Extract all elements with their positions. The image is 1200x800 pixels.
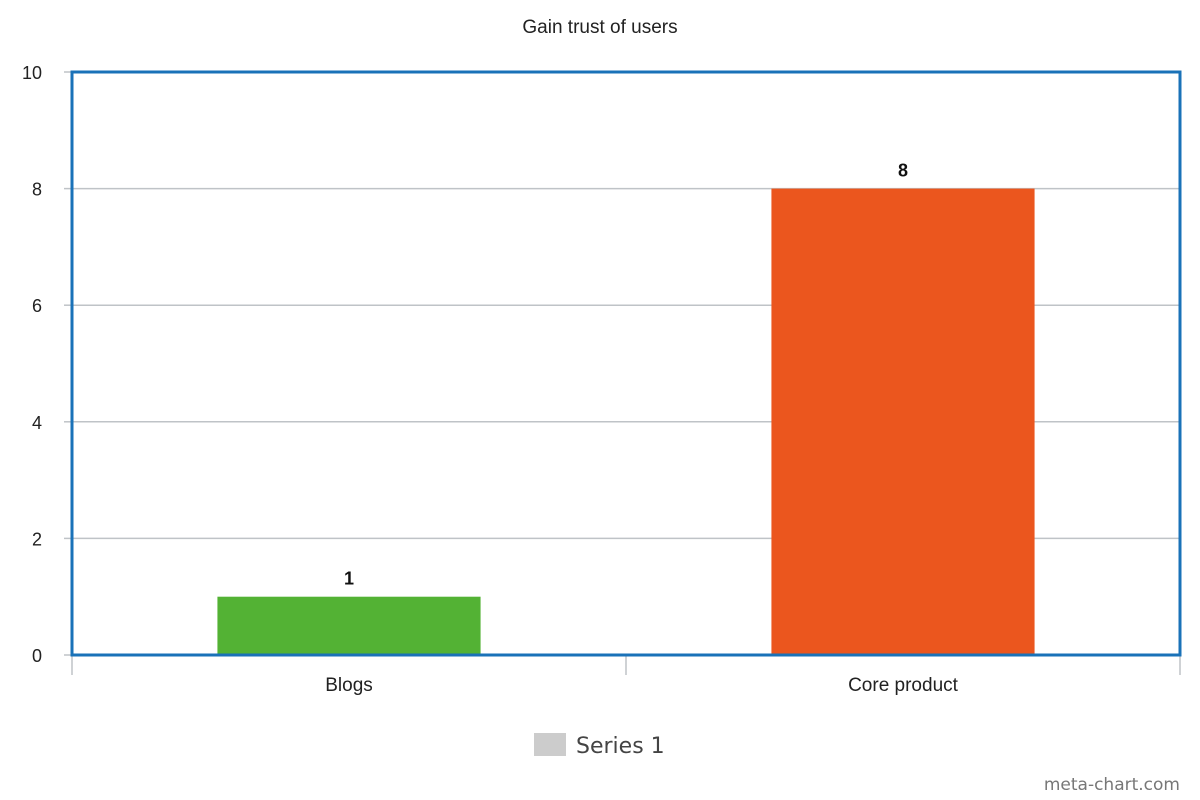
y-tick-label: 6 [32, 296, 42, 316]
y-tick-label: 10 [22, 63, 42, 83]
watermark: meta-chart.com [1044, 775, 1180, 795]
data-label: 8 [898, 161, 908, 181]
chart-title: Gain trust of users [522, 17, 677, 38]
plot-frame [70, 70, 1182, 657]
legend[interactable]: Series 1 [534, 733, 665, 759]
y-axis-ticks: 0 2 4 6 8 10 [22, 63, 72, 666]
y-tick-label: 4 [32, 413, 42, 433]
data-labels: 18 [344, 161, 908, 589]
legend-label: Series 1 [576, 734, 665, 759]
y-tick-label: 2 [32, 529, 42, 549]
legend-swatch [534, 733, 566, 756]
bar-core-product[interactable] [771, 188, 1035, 655]
x-axis: Blogs Core product [71, 655, 1181, 696]
bars [217, 188, 1035, 655]
y-tick-label: 0 [32, 646, 42, 666]
x-category-label: Blogs [325, 675, 373, 696]
data-label: 1 [344, 569, 354, 589]
bar-blogs[interactable] [217, 596, 481, 655]
y-tick-label: 8 [32, 180, 42, 200]
x-category-label: Core product [848, 675, 959, 696]
